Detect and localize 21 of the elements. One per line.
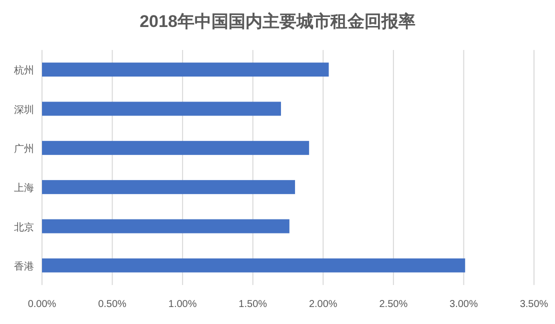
bar [42, 219, 290, 234]
chart-title: 2018年中国国内主要城市租金回报率 [140, 12, 416, 31]
y-tick-label: 北京 [14, 221, 34, 234]
bar [42, 258, 466, 272]
y-tick-label: 上海 [14, 182, 34, 194]
x-tick-label: 2.00% [308, 299, 338, 310]
x-tick-label: 1.50% [238, 299, 268, 310]
bar [42, 62, 329, 77]
y-tick-label: 杭州 [13, 64, 34, 77]
x-tick-label: 3.50% [520, 299, 548, 310]
y-tick-label: 香港 [14, 260, 34, 272]
x-tick-label: 2.50% [379, 299, 408, 310]
bar [42, 140, 310, 155]
y-tick-label: 广州 [14, 142, 34, 155]
bar [42, 180, 296, 194]
y-tick-label: 深圳 [14, 104, 34, 116]
x-tick-label: 0.00% [28, 299, 56, 310]
x-tick-label: 0.50% [98, 299, 127, 310]
x-tick-label: 1.00% [168, 299, 197, 310]
bar [42, 102, 281, 116]
x-tick-label: 3.00% [450, 299, 478, 310]
